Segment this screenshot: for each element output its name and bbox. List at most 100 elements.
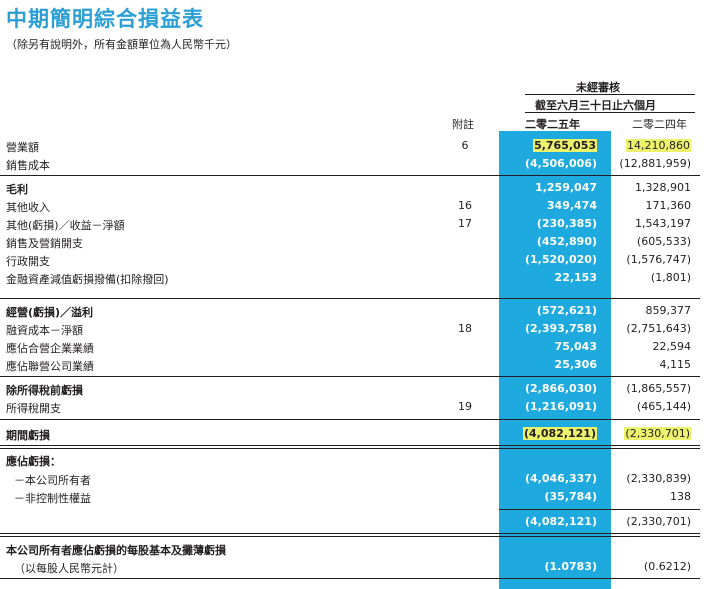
row-value-2025: (1,216,091) [525,400,597,413]
row-value-2024: 859,377 [645,304,692,317]
table-row: 銷售及營銷開支 (452,890) (605,533) [0,233,708,251]
row-note: 19 [458,400,472,413]
row-value-2025: (1,520,020) [525,253,597,266]
row-divider [0,578,700,579]
row-value-2025: (572,621) [536,304,597,317]
row-label: 銷售及營銷開支 [6,237,83,250]
row-value-2024: (1,576,747) [626,253,691,266]
row-value-2025: 1,259,047 [535,181,597,194]
row-value-2024: (2,751,643) [626,322,691,335]
row-value-2024: (605,533) [636,235,691,248]
row-divider [0,445,700,446]
table-row: 毛利 1,259,047 1,328,901 [0,179,708,197]
row-value-2024: 22,594 [652,340,692,353]
row-value-2024: (0.6212) [643,560,691,573]
row-label: 銷售成本 [6,159,50,172]
row-label: 其他收入 [6,201,50,214]
table-row: 期間虧損 (4,082,121) (2,330,701) [0,425,708,443]
table-row: 行政開支 (1,520,020) (1,576,747) [0,251,708,269]
table-row: 營業額 6 5,765,053 14,210,860 [0,137,708,155]
row-divider [0,175,700,176]
row-value-2025: (4,046,337) [525,472,597,485]
row-value-2025: 5,765,053 [533,139,597,152]
row-value-2025: (2,866,030) [525,382,597,395]
row-divider [0,533,700,534]
row-value-2025: (4,082,121) [525,515,597,528]
row-value-2025: 349,474 [546,199,597,212]
table-row: 本公司所有者應佔虧損的每股基本及攤薄虧損 [0,540,708,558]
row-note: 17 [458,217,472,230]
row-label: 其他(虧損)／收益－淨額 [6,219,125,232]
table-row: 除所得稅前虧損 (2,866,030) (1,865,557) [0,380,708,398]
table-row: －非控制性權益 (35,784) 138 [0,488,708,506]
table-row: （以每股人民幣元計） (1.0783) (0.6212) [0,558,708,576]
row-label: （以每股人民幣元計） [14,562,124,575]
row-value-2024: 4,115 [659,358,692,371]
row-label: 融資成本－淨額 [6,324,83,337]
highlight-column-2025 [499,131,611,589]
row-value-2025: 22,153 [554,271,597,284]
row-value-2024: 138 [670,490,691,503]
row-label: 應佔合營企業業績 [6,342,94,355]
table-row: 應佔聯營公司業績 25,306 4,115 [0,356,708,374]
table-row: －本公司所有者 (4,046,337) (2,330,839) [0,470,708,488]
row-value-2025: (4,506,006) [525,157,597,170]
table-row: 銷售成本 (4,506,006) (12,881,959) [0,155,708,173]
row-label: 行政開支 [6,255,50,268]
row-value-2025: 25,306 [554,358,597,371]
row-note: 18 [458,322,472,335]
table-row: 其他(虧損)／收益－淨額 17 (230,385) 1,543,197 [0,215,708,233]
table-row: 應佔合營企業業績 75,043 22,594 [0,338,708,356]
row-value-2024: (2,330,701) [624,427,691,440]
header-year-2025: 二零二五年 [525,118,580,131]
row-divider [0,419,700,420]
header-period: 截至六月三十日止六個月 [535,99,656,112]
row-value-2025: (230,385) [536,217,597,230]
row-value-2024: 171,360 [645,199,692,212]
row-divider [499,509,700,510]
row-divider-double [0,536,700,537]
row-label: 營業額 [6,141,39,154]
header-note: 附註 [452,118,474,131]
row-value-2024: 14,210,860 [626,139,691,152]
row-label: 金融資產減值虧損撥備(扣除撥回) [6,273,169,286]
table-row: (4,082,121) (2,330,701) [0,513,708,531]
row-value-2024: (1,801) [650,271,691,284]
row-value-2024: (2,330,701) [626,515,691,528]
row-label: 期間虧損 [6,429,50,442]
table-row: 經營(虧損)／溢利 (572,621) 859,377 [0,302,708,320]
row-label: －本公司所有者 [14,474,91,487]
row-label: 應佔聯營公司業績 [6,360,94,373]
statement-subtitle: （除另有說明外，所有金額單位為人民幣千元） [6,38,237,51]
row-divider [0,376,700,377]
row-value-2025: (452,890) [536,235,597,248]
row-value-2025: (2,393,758) [525,322,597,335]
row-value-2024: (465,144) [636,400,691,413]
row-label: 本公司所有者應佔虧損的每股基本及攤薄虧損 [6,544,226,557]
header-year-2024: 二零二四年 [632,118,687,131]
row-value-2024: (2,330,839) [626,472,691,485]
row-label: 經營(虧損)／溢利 [6,306,94,319]
row-value-2025: (35,784) [544,490,597,503]
table-row: 應佔虧損： [0,451,708,469]
row-label: 所得稅開支 [6,402,61,415]
table-row: 其他收入 16 349,474 171,360 [0,197,708,215]
row-divider-double [0,448,700,449]
row-label: 應佔虧損： [6,455,61,468]
row-value-2025: (4,082,121) [523,427,597,440]
row-value-2024: (1,865,557) [626,382,691,395]
row-value-2024: 1,543,197 [635,217,691,230]
row-value-2025: 75,043 [554,340,597,353]
row-value-2024: 1,328,901 [635,181,691,194]
header-unaudited: 未經審核 [576,81,620,94]
header-period-rule [525,94,695,95]
row-label: 除所得稅前虧損 [6,384,83,397]
row-value-2024: (12,881,959) [619,157,691,170]
table-row: 金融資產減值虧損撥備(扣除撥回) 22,153 (1,801) [0,269,708,287]
row-label: －非控制性權益 [14,492,91,505]
table-row: 所得稅開支 19 (1,216,091) (465,144) [0,398,708,416]
row-note: 16 [458,199,472,212]
row-value-2025: (1.0783) [544,560,597,573]
header-period-rule-lower [525,112,695,113]
row-note: 6 [461,139,469,152]
